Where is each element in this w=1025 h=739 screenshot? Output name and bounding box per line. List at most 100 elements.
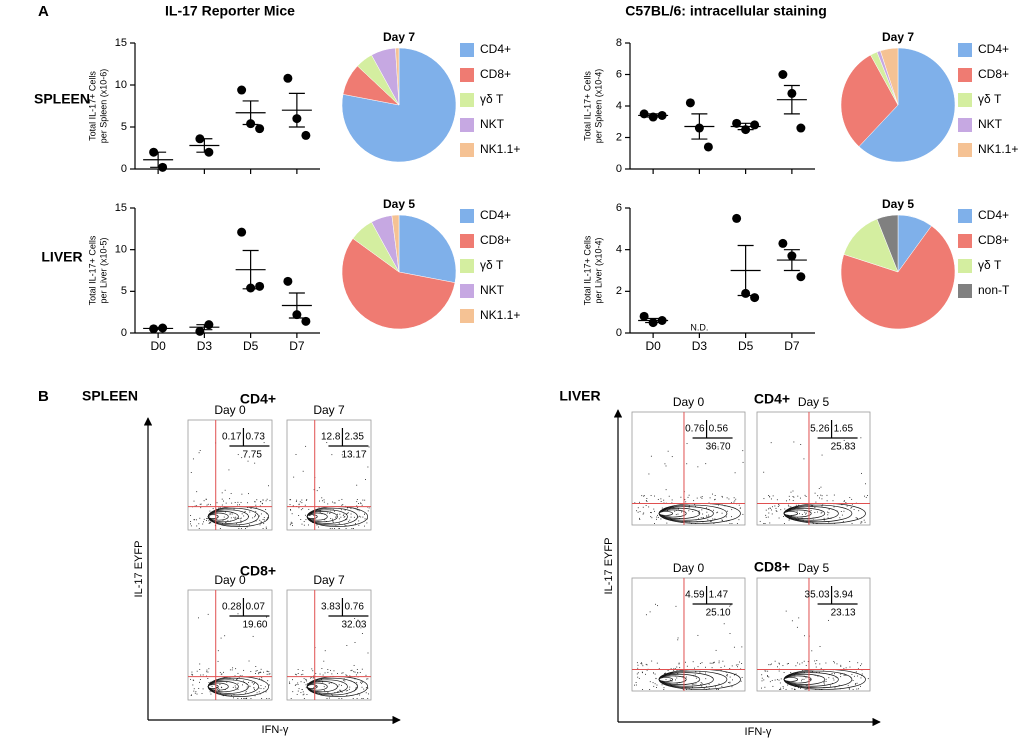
- event-dot: [216, 518, 218, 520]
- event-dot: [260, 521, 262, 523]
- error-bar: [737, 244, 754, 297]
- event-dot: [642, 513, 644, 515]
- event-dot: [832, 677, 834, 679]
- event-dot: [682, 688, 684, 690]
- event-dot: [255, 673, 257, 675]
- quadrant-value: 0.56: [709, 424, 729, 435]
- event-dot: [772, 495, 774, 497]
- event-dot: [249, 511, 251, 513]
- event-dot: [655, 603, 656, 605]
- event-dot: [352, 698, 354, 699]
- event-dot: [322, 674, 324, 676]
- event-dot: [821, 505, 823, 507]
- event-dot: [821, 454, 823, 456]
- event-dot: [643, 495, 645, 497]
- event-dot: [695, 671, 697, 673]
- event-dot: [850, 507, 852, 509]
- event-dot: [685, 501, 687, 503]
- event-dot: [300, 674, 302, 676]
- event-dot: [240, 528, 242, 529]
- event-dot: [792, 490, 794, 492]
- y-tick-label: 6: [616, 68, 622, 80]
- event-dot: [340, 516, 342, 518]
- event-dot: [650, 495, 652, 496]
- event-dot: [254, 500, 256, 502]
- event-dot: [720, 667, 722, 668]
- event-dot: [688, 506, 690, 508]
- event-dot: [855, 683, 857, 684]
- event-dot: [302, 673, 304, 675]
- event-dot: [857, 518, 858, 520]
- legend-label: NKT: [480, 283, 505, 297]
- event-dot: [695, 683, 697, 685]
- event-dot: [251, 682, 253, 684]
- event-dot: [803, 458, 805, 460]
- event-dot: [237, 504, 239, 506]
- x-tick-label: D0: [150, 339, 166, 353]
- event-dot: [250, 508, 252, 509]
- event-dot: [788, 505, 790, 507]
- event-dot: [266, 498, 268, 500]
- event-dot: [650, 455, 652, 457]
- event-dot: [263, 523, 265, 525]
- event-dot: [682, 675, 684, 677]
- event-dot: [260, 685, 262, 686]
- event-dot: [801, 680, 802, 682]
- event-dot: [819, 646, 821, 647]
- event-dot: [291, 513, 293, 515]
- event-dot: [649, 681, 651, 683]
- event-dot: [293, 505, 295, 507]
- event-dot: [318, 487, 320, 489]
- event-dot: [225, 522, 227, 523]
- legend-label: NK1.1+: [978, 142, 1018, 156]
- event-dot: [805, 513, 806, 515]
- event-dot: [219, 671, 221, 673]
- event-dot: [639, 519, 641, 520]
- event-dot: [260, 671, 262, 673]
- event-dot: [241, 493, 243, 495]
- event-dot: [776, 679, 778, 681]
- event-dot: [848, 688, 850, 690]
- event-dot: [264, 686, 266, 688]
- event-dot: [341, 498, 343, 500]
- event-dot: [303, 524, 305, 526]
- pie-slice: [858, 47, 956, 163]
- event-dot: [688, 687, 690, 689]
- event-dot: [637, 507, 639, 509]
- event-dot: [254, 514, 256, 516]
- event-dot: [221, 498, 223, 500]
- event-dot: [256, 669, 258, 671]
- event-dot: [732, 679, 733, 681]
- event-dot: [834, 673, 835, 675]
- event-dot: [863, 519, 865, 521]
- event-dot: [364, 513, 365, 515]
- event-dot: [203, 521, 204, 523]
- event-dot: [206, 671, 208, 673]
- event-dot: [208, 668, 210, 670]
- event-dot: [297, 684, 299, 685]
- event-dot: [733, 646, 735, 648]
- y-tick-label: 0: [121, 327, 127, 339]
- event-dot: [783, 523, 785, 524]
- event-dot: [814, 512, 816, 514]
- event-dot: [841, 504, 843, 506]
- event-dot: [233, 694, 235, 695]
- event-dot: [713, 509, 714, 511]
- flow-plot: [289, 442, 370, 529]
- event-dot: [765, 670, 767, 672]
- event-dot: [811, 650, 813, 652]
- event-dot: [693, 683, 695, 685]
- event-dot: [677, 673, 679, 674]
- event-dot: [791, 620, 793, 622]
- event-dot: [701, 509, 703, 511]
- event-dot: [224, 489, 226, 491]
- event-dot: [292, 691, 294, 693]
- plot-title: Day 5: [798, 561, 830, 575]
- event-dot: [206, 669, 208, 671]
- event-dot: [687, 496, 689, 498]
- event-dot: [733, 501, 735, 503]
- event-dot: [242, 684, 243, 686]
- event-dot: [742, 450, 744, 452]
- event-dot: [790, 506, 792, 508]
- legend-swatch: [460, 259, 474, 273]
